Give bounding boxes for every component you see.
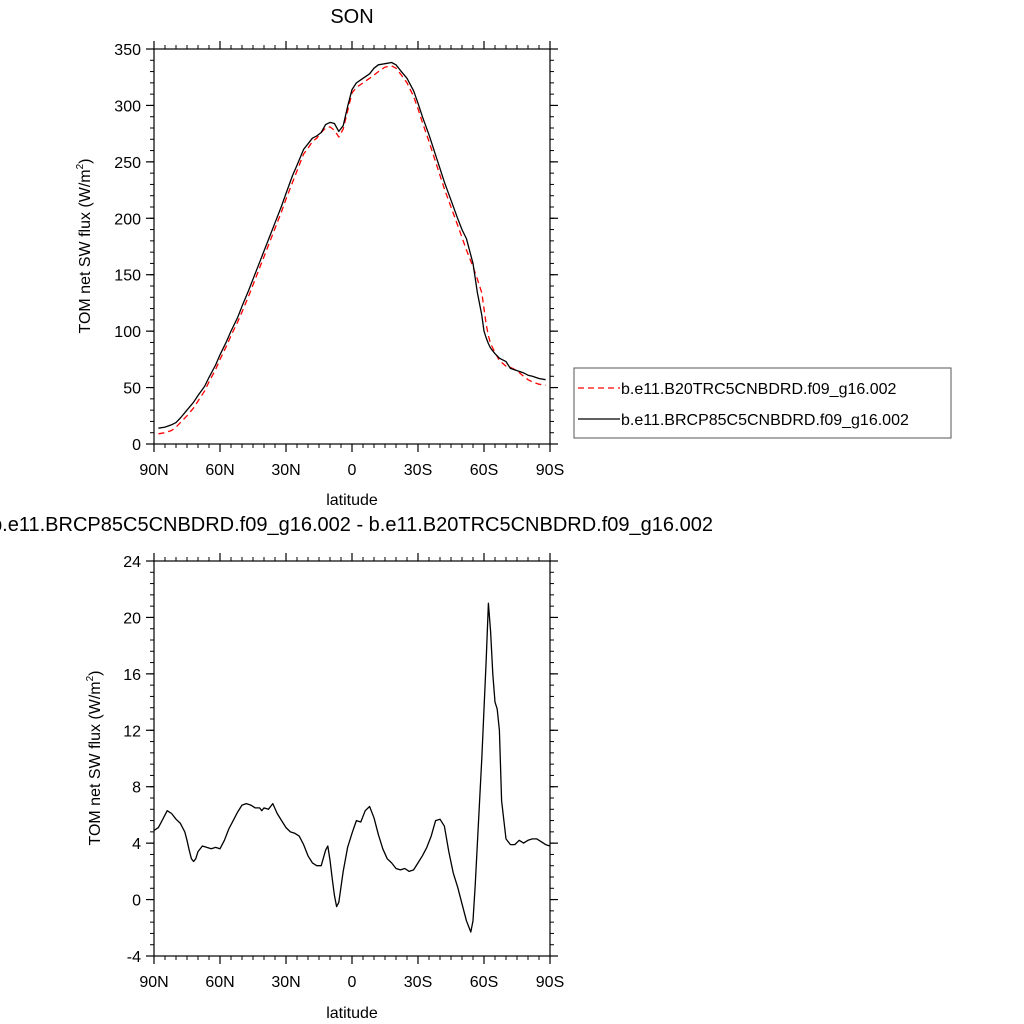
x-tick-label: 90S (536, 462, 564, 479)
legend: b.e11.B20TRC5CNBDRD.f09_g16.002 b.e11.BR… (573, 367, 952, 439)
y-tick-label: 50 (123, 381, 141, 398)
x-tick-label: 30N (271, 462, 300, 479)
x-tick-label: 90N (139, 974, 168, 991)
x-tick-label: 60S (470, 974, 498, 991)
y-tick-label: 4 (132, 836, 141, 853)
y-tick-label: 24 (123, 554, 141, 571)
x-tick-label: 30S (404, 462, 432, 479)
bottom-chart: b.e11.BRCP85C5CNBDRD.f09_g16.002 - b.e11… (0, 514, 713, 1022)
y-tick-label: 150 (114, 268, 141, 285)
x-axis-label: latitude (326, 1005, 378, 1022)
plot-frame (153, 48, 551, 445)
series-line-difference (153, 602, 551, 933)
difference-chart-title: b.e11.BRCP85C5CNBDRD.f09_g16.002 - b.e11… (0, 514, 713, 536)
top-chart: SON 0 50 100 150 200 250 300 350 90N 60N 30N 0 30S 60… (75, 6, 952, 509)
x-tick-label: 30N (271, 974, 300, 991)
y-tick-label: 0 (132, 893, 141, 910)
y-tick-label: 300 (114, 98, 141, 115)
bottom-plot-area: -4 0 4 8 12 16 20 24 90N 60N 30N 0 30S 60S 90S (123, 553, 564, 991)
y-axis-label-close: ) (77, 158, 94, 163)
y-tick-label: 100 (114, 324, 141, 341)
y-axis-label-main: TOM net SW flux (W/m (87, 681, 104, 845)
plot-frame (153, 560, 551, 957)
x-tick-label: 30S (404, 974, 432, 991)
y-tick-label: 250 (114, 155, 141, 172)
y-tick-label: 350 (114, 42, 141, 59)
legend-label-rcp85: b.e11.BRCP85C5CNBDRD.f09_g16.002 (621, 412, 909, 429)
y-axis-label: TOM net SW flux (W/m2) (75, 158, 94, 333)
y-tick-label: 20 (123, 610, 141, 627)
y-axis-label-main: TOM net SW flux (W/m (77, 169, 94, 333)
legend-box (573, 367, 952, 439)
y-tick-label: 0 (132, 437, 141, 454)
y-axis-label-superscript: 2 (75, 163, 86, 169)
chart-title: SON (330, 6, 373, 28)
y-tick-label: -4 (127, 949, 141, 966)
y-axis-label-close: ) (87, 670, 104, 675)
x-tick-label: 90N (139, 462, 168, 479)
y-tick-label: 8 (132, 780, 141, 797)
y-tick-label: 12 (123, 723, 141, 740)
x-tick-label: 90S (536, 974, 564, 991)
y-axis-label: TOM net SW flux (W/m2) (85, 670, 104, 845)
x-tick-label: 0 (348, 974, 357, 991)
x-tick-label: 60N (205, 974, 234, 991)
y-tick-label: 200 (114, 211, 141, 228)
y-axis-label-superscript: 2 (85, 675, 96, 681)
y-tick-label: 16 (123, 667, 141, 684)
top-plot-area: 0 50 100 150 200 250 300 350 90N 60N 30N 0 30S 60S 90S (114, 41, 564, 479)
legend-label-historical: b.e11.B20TRC5CNBDRD.f09_g16.002 (621, 381, 897, 398)
x-tick-label: 60N (205, 462, 234, 479)
series-line-historical (158, 65, 546, 435)
series-line-rcp85 (158, 61, 546, 429)
x-tick-label: 60S (470, 462, 498, 479)
x-tick-label: 0 (348, 462, 357, 479)
x-axis-label: latitude (326, 492, 378, 509)
